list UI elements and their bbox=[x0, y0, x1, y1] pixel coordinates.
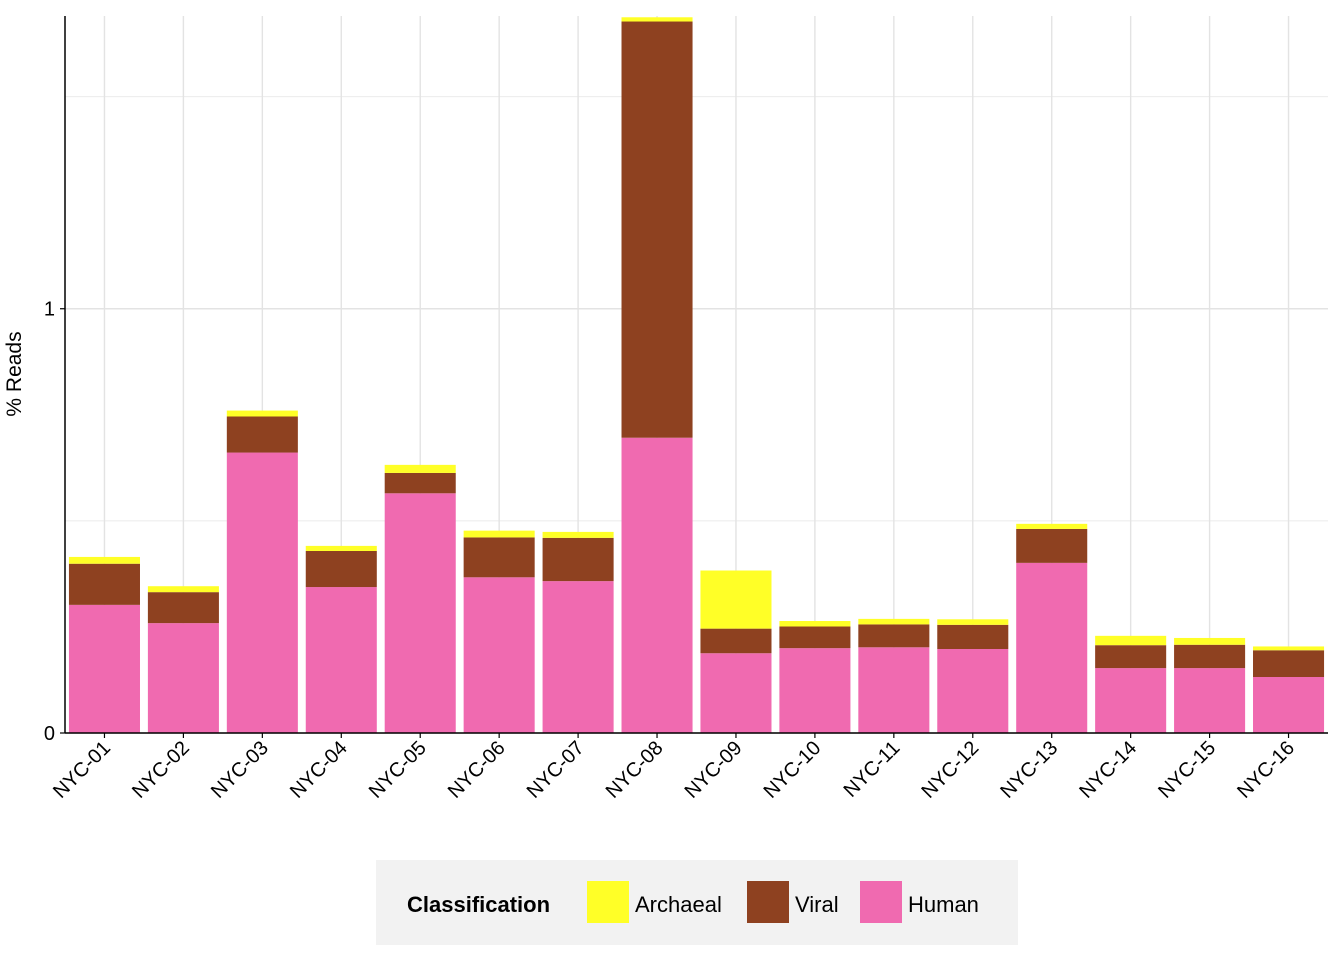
bar-archaeal-nyc-10 bbox=[779, 620, 851, 627]
legend-title: Classification bbox=[407, 892, 550, 917]
x-tick-label-nyc-14: NYC-14 bbox=[1075, 737, 1141, 803]
bar-human-nyc-02 bbox=[147, 623, 219, 733]
bar-viral-nyc-09 bbox=[700, 628, 772, 654]
legend-label-archaeal: Archaeal bbox=[635, 892, 722, 917]
x-tick-label-nyc-01: NYC-01 bbox=[49, 737, 115, 803]
bar-archaeal-nyc-15 bbox=[1174, 637, 1246, 645]
bar-human-nyc-05 bbox=[384, 493, 456, 733]
axes bbox=[64, 16, 1328, 734]
bar-human-nyc-04 bbox=[305, 587, 377, 733]
bar-archaeal-nyc-08 bbox=[621, 17, 693, 22]
x-tick-label-nyc-09: NYC-09 bbox=[681, 737, 747, 803]
legend-key-archaeal bbox=[587, 881, 629, 923]
legend-background bbox=[376, 860, 1018, 945]
bar-archaeal-nyc-06 bbox=[463, 530, 535, 538]
bar-human-nyc-12 bbox=[937, 648, 1009, 733]
bar-archaeal-nyc-14 bbox=[1095, 635, 1167, 646]
bar-human-nyc-07 bbox=[542, 581, 614, 733]
bar-human-nyc-03 bbox=[226, 452, 298, 733]
x-tick-label-nyc-02: NYC-02 bbox=[128, 737, 194, 803]
legend-label-viral: Viral bbox=[795, 892, 839, 917]
bar-viral-nyc-14 bbox=[1095, 645, 1167, 669]
bars bbox=[68, 17, 1325, 733]
bar-human-nyc-10 bbox=[779, 648, 851, 733]
bar-human-nyc-11 bbox=[858, 647, 930, 733]
x-tick-labels: NYC-01 NYC-02 NYC-03 NYC-04 NYC-05 NYC-06 NYC-… bbox=[49, 733, 1299, 803]
bar-viral-nyc-07 bbox=[542, 537, 614, 582]
x-tick-label-nyc-12: NYC-12 bbox=[917, 737, 983, 803]
legend-key-human bbox=[860, 881, 902, 923]
bar-viral-nyc-10 bbox=[779, 626, 851, 649]
bar-viral-nyc-11 bbox=[858, 624, 930, 648]
bar-archaeal-nyc-03 bbox=[226, 410, 298, 417]
bar-viral-nyc-08 bbox=[621, 21, 693, 438]
bar-archaeal-nyc-16 bbox=[1253, 646, 1325, 651]
bar-archaeal-nyc-04 bbox=[305, 545, 377, 551]
x-tick-label-nyc-04: NYC-04 bbox=[286, 737, 352, 803]
bar-human-nyc-16 bbox=[1253, 676, 1325, 733]
bar-viral-nyc-04 bbox=[305, 550, 377, 588]
bar-archaeal-nyc-12 bbox=[937, 619, 1009, 625]
bar-human-nyc-06 bbox=[463, 577, 535, 733]
bar-viral-nyc-01 bbox=[68, 563, 140, 605]
x-tick-label-nyc-05: NYC-05 bbox=[365, 737, 431, 803]
bar-viral-nyc-12 bbox=[937, 624, 1009, 649]
x-tick-label-nyc-10: NYC-10 bbox=[760, 737, 826, 803]
y-tick-labels: 01 bbox=[44, 299, 65, 745]
bar-human-nyc-09 bbox=[700, 653, 772, 733]
x-tick-label-nyc-06: NYC-06 bbox=[444, 737, 510, 803]
x-tick-label-nyc-03: NYC-03 bbox=[207, 737, 273, 803]
bar-human-nyc-13 bbox=[1016, 562, 1088, 733]
x-tick-label-nyc-13: NYC-13 bbox=[996, 737, 1062, 803]
y-axis-title: % Reads bbox=[3, 331, 26, 416]
bar-viral-nyc-13 bbox=[1016, 528, 1088, 563]
bar-viral-nyc-16 bbox=[1253, 650, 1325, 677]
bar-human-nyc-15 bbox=[1174, 668, 1246, 733]
bar-archaeal-nyc-05 bbox=[384, 464, 456, 473]
bar-archaeal-nyc-09 bbox=[700, 570, 772, 629]
bar-archaeal-nyc-02 bbox=[147, 586, 219, 593]
x-tick-label-nyc-07: NYC-07 bbox=[523, 737, 589, 803]
bar-archaeal-nyc-07 bbox=[542, 531, 614, 538]
x-tick-label-nyc-16: NYC-16 bbox=[1233, 737, 1299, 803]
x-tick-label-nyc-15: NYC-15 bbox=[1154, 737, 1220, 803]
bar-viral-nyc-15 bbox=[1174, 644, 1246, 669]
y-tick-label-0: 0 bbox=[44, 723, 55, 745]
y-tick-label-1: 1 bbox=[44, 299, 55, 321]
legend-items: Archaeal Viral Human bbox=[587, 881, 979, 923]
bar-archaeal-nyc-01 bbox=[68, 556, 140, 564]
bar-viral-nyc-05 bbox=[384, 472, 456, 494]
x-tick-label-nyc-08: NYC-08 bbox=[602, 737, 668, 803]
bar-viral-nyc-06 bbox=[463, 537, 535, 578]
legend-key-viral bbox=[747, 881, 789, 923]
bar-viral-nyc-02 bbox=[147, 592, 219, 624]
bar-human-nyc-14 bbox=[1095, 668, 1167, 733]
bar-viral-nyc-03 bbox=[226, 416, 298, 453]
x-tick-label-nyc-11: NYC-11 bbox=[840, 737, 905, 802]
bar-human-nyc-08 bbox=[621, 437, 693, 733]
legend: Classification Archaeal Viral Human bbox=[376, 860, 1018, 945]
legend-label-human: Human bbox=[908, 892, 979, 917]
bar-archaeal-nyc-13 bbox=[1016, 523, 1088, 529]
bar-human-nyc-01 bbox=[68, 604, 140, 733]
bar-archaeal-nyc-11 bbox=[858, 618, 930, 625]
